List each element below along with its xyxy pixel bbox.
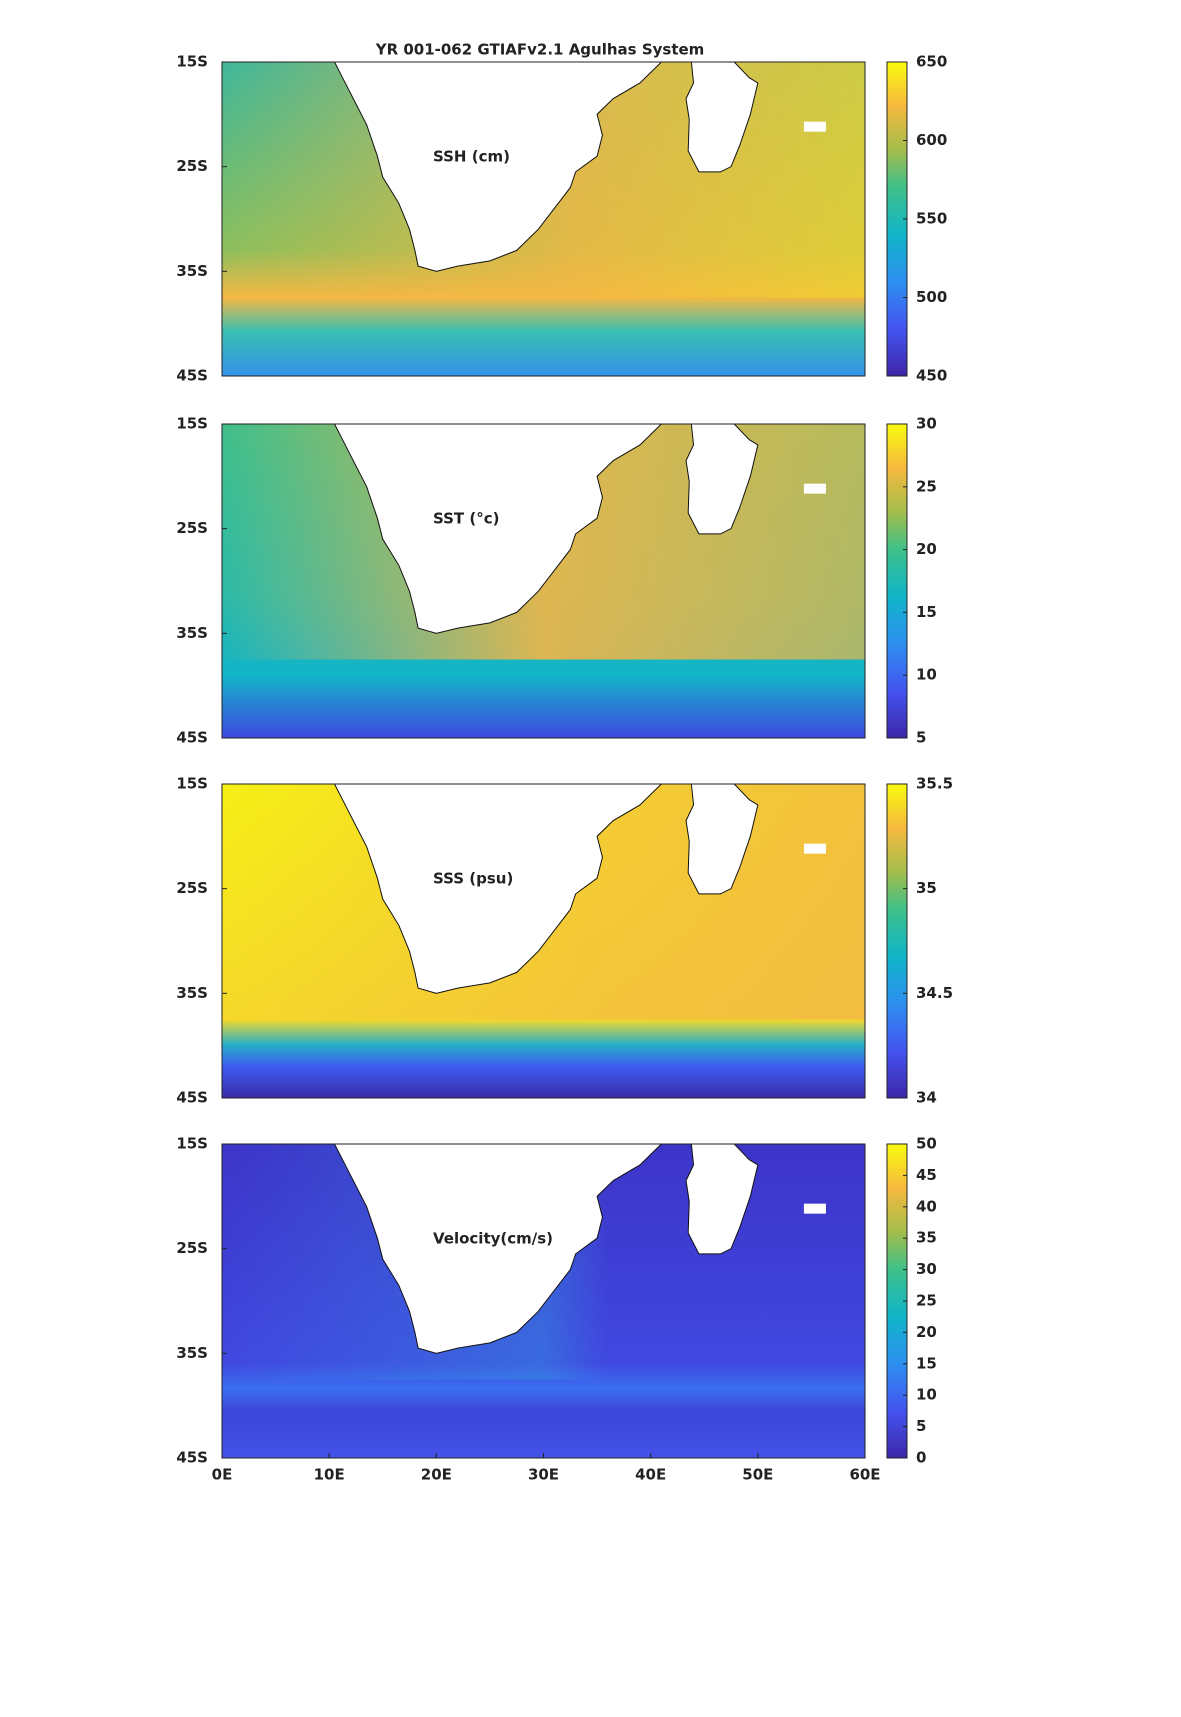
land (333, 783, 663, 994)
y-tick-label: 25S (176, 879, 208, 897)
y-tick-label: 45S (176, 729, 208, 747)
colorbar (886, 783, 908, 1099)
y-tick-label: 35S (176, 1344, 208, 1362)
frame (221, 423, 866, 739)
colorbar-tick-label: 40 (916, 1197, 937, 1215)
y-tick-label: 15S (176, 775, 208, 793)
x-tick-label: 30E (528, 1466, 559, 1484)
colorbar-tick-label: 35 (916, 1229, 937, 1247)
y-tick-label: 45S (176, 1449, 208, 1467)
colorbar-tick-label: 0 (916, 1449, 926, 1467)
colorbar-tick-label: 10 (916, 1386, 937, 1404)
x-tick-label: 10E (314, 1466, 345, 1484)
colorbar-tick-label: 30 (916, 1260, 937, 1278)
land (803, 843, 826, 854)
y-tick-label: 45S (176, 367, 208, 385)
colorbar-tick-label: 35.5 (916, 775, 953, 793)
panel-label: Velocity(cm/s) (433, 1230, 553, 1248)
frame (221, 783, 866, 1099)
colorbar-tick-label: 5 (916, 729, 926, 747)
colorbar-tick-label: 34.5 (916, 984, 953, 1002)
colorbar-tick-label: 25 (916, 1292, 937, 1310)
colorbar-tick-label: 650 (916, 53, 947, 71)
x-tick-label: 0E (212, 1466, 233, 1484)
colorbar-tick-label: 45 (916, 1166, 937, 1184)
land (803, 483, 826, 494)
land (333, 423, 663, 634)
y-tick-label: 25S (176, 157, 208, 175)
colorbar-tick-label: 15 (916, 1354, 937, 1372)
land (803, 1203, 826, 1214)
land (333, 1143, 663, 1354)
panel-label: SSH (cm) (433, 148, 510, 166)
y-tick-label: 35S (176, 984, 208, 1002)
colorbar (886, 423, 908, 739)
colorbar-tick-label: 500 (916, 288, 947, 306)
colorbar-tick-label: 35 (916, 879, 937, 897)
x-tick-label: 60E (849, 1466, 880, 1484)
land (685, 423, 759, 535)
land (685, 1143, 759, 1255)
colorbar-tick-label: 34 (916, 1089, 937, 1107)
panel-label: SSS (psu) (433, 870, 513, 888)
colorbar-tick-label: 15 (916, 603, 937, 621)
colorbar-tick-label: 50 (916, 1135, 937, 1153)
y-tick-label: 15S (176, 53, 208, 71)
y-tick-label: 35S (176, 262, 208, 280)
land (803, 121, 826, 132)
x-tick-label: 20E (421, 1466, 452, 1484)
y-tick-label: 15S (176, 1135, 208, 1153)
colorbar-tick-label: 600 (916, 131, 947, 149)
figure-title: YR 001-062 GTIAFv2.1 Agulhas System (375, 41, 705, 59)
y-tick-label: 45S (176, 1089, 208, 1107)
colorbar-tick-label: 25 (916, 477, 937, 495)
colorbar-tick-label: 20 (916, 1323, 937, 1341)
panel-label: SST (°c) (433, 510, 500, 528)
y-tick-label: 15S (176, 415, 208, 433)
colorbar-tick-label: 550 (916, 210, 947, 228)
frame (221, 61, 866, 377)
y-tick-label: 25S (176, 519, 208, 537)
land (685, 783, 759, 895)
y-tick-label: 35S (176, 624, 208, 642)
colorbar-tick-label: 10 (916, 666, 937, 684)
x-tick-label: 50E (742, 1466, 773, 1484)
x-tick-label: 40E (635, 1466, 666, 1484)
colorbar-tick-label: 450 (916, 367, 947, 385)
colorbar-tick-label: 5 (916, 1417, 926, 1435)
colorbar-tick-label: 20 (916, 540, 937, 558)
y-tick-label: 25S (176, 1239, 208, 1257)
land (685, 61, 759, 173)
land (333, 61, 663, 272)
colorbar-tick-label: 30 (916, 415, 937, 433)
